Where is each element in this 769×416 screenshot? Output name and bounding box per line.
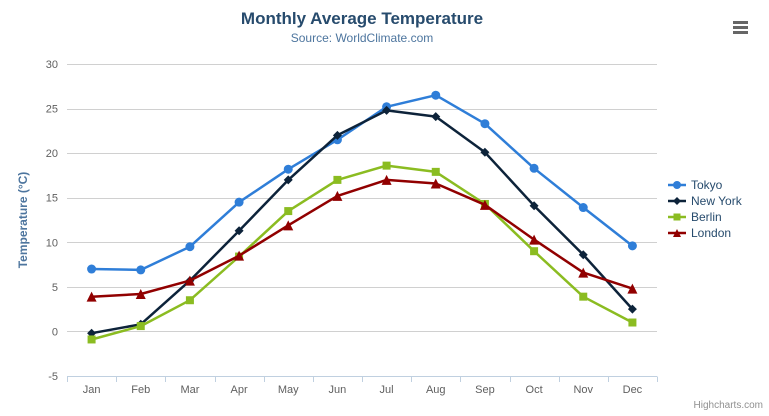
circle-marker-icon bbox=[668, 181, 686, 189]
data-point-tokyo-may[interactable] bbox=[283, 164, 293, 174]
series-line-berlin bbox=[90, 164, 634, 341]
legend-item-tokyo[interactable]: Tokyo bbox=[668, 177, 742, 193]
x-axis-label-nov: Nov bbox=[573, 384, 593, 396]
data-point-tokyo-mar[interactable] bbox=[185, 242, 195, 252]
data-point-london-jan[interactable] bbox=[86, 291, 97, 302]
x-axis-label-jun: Jun bbox=[329, 384, 347, 396]
data-point-berlin-mar[interactable] bbox=[185, 296, 194, 305]
data-point-london-sep[interactable] bbox=[479, 199, 490, 210]
data-point-london-dec[interactable] bbox=[627, 283, 638, 294]
data-point-new-york-jul[interactable] bbox=[382, 105, 392, 115]
data-point-new-york-apr[interactable] bbox=[234, 226, 244, 236]
data-point-berlin-jan[interactable] bbox=[87, 335, 96, 344]
data-point-new-york-nov[interactable] bbox=[578, 250, 588, 260]
data-point-berlin-aug[interactable] bbox=[431, 167, 440, 176]
data-point-london-mar[interactable] bbox=[184, 275, 195, 286]
y-axis-label--5: -5 bbox=[48, 371, 58, 383]
data-point-tokyo-nov[interactable] bbox=[578, 203, 588, 213]
data-point-berlin-feb[interactable] bbox=[136, 322, 145, 331]
x-axis-label-dec: Dec bbox=[623, 384, 643, 396]
data-point-london-aug[interactable] bbox=[430, 178, 441, 189]
y-axis-label-20: 20 bbox=[46, 148, 58, 160]
data-point-tokyo-jan[interactable] bbox=[87, 264, 97, 274]
data-point-london-jul[interactable] bbox=[381, 174, 392, 185]
chart-title: Monthly Average Temperature bbox=[240, 9, 484, 28]
y-axis-label-25: 25 bbox=[46, 104, 58, 116]
y-axis-label-30: 30 bbox=[46, 59, 58, 71]
y-axis-label-5: 5 bbox=[52, 282, 58, 294]
legend-item-london[interactable]: London bbox=[668, 225, 742, 241]
data-point-new-york-jun[interactable] bbox=[332, 130, 342, 140]
series-line-tokyo bbox=[90, 93, 634, 272]
legend-item-label: New York bbox=[691, 194, 742, 208]
x-axis-label-aug: Aug bbox=[426, 384, 446, 396]
export-menu-button[interactable] bbox=[732, 20, 749, 37]
x-axis-label-sep: Sep bbox=[475, 384, 495, 396]
chart-subtitle: Source: WorldClimate.com bbox=[290, 31, 434, 45]
data-point-new-york-may[interactable] bbox=[283, 175, 293, 185]
data-point-berlin-dec[interactable] bbox=[628, 318, 637, 327]
x-axis-label-may: May bbox=[278, 384, 299, 396]
x-axis-label-oct: Oct bbox=[526, 384, 543, 396]
triangle-marker-icon bbox=[668, 229, 686, 237]
y-axis-label-10: 10 bbox=[46, 237, 58, 249]
legend-item-label: Berlin bbox=[691, 210, 722, 224]
legend-item-label: London bbox=[691, 226, 732, 240]
series-new-york bbox=[87, 105, 637, 338]
data-point-tokyo-sep[interactable] bbox=[480, 119, 490, 129]
x-axis-label-jan: Jan bbox=[83, 384, 101, 396]
series-line-london bbox=[90, 178, 634, 298]
x-axis-label-mar: Mar bbox=[180, 384, 199, 396]
data-point-berlin-jun[interactable] bbox=[333, 175, 342, 184]
data-point-tokyo-dec[interactable] bbox=[627, 241, 637, 251]
data-point-berlin-may[interactable] bbox=[284, 207, 293, 216]
data-point-london-feb[interactable] bbox=[135, 288, 146, 299]
y-axis-title: Temperature (°C) bbox=[16, 172, 30, 269]
legend-item-label: Tokyo bbox=[691, 178, 723, 192]
data-point-new-york-dec[interactable] bbox=[627, 304, 637, 314]
diamond-marker-icon bbox=[668, 197, 686, 205]
data-point-berlin-nov[interactable] bbox=[579, 292, 588, 301]
data-point-tokyo-feb[interactable] bbox=[136, 265, 146, 275]
data-point-london-nov[interactable] bbox=[578, 267, 589, 278]
y-axis-label-0: 0 bbox=[52, 326, 58, 338]
legend: Tokyo New York Berlin London bbox=[668, 177, 742, 241]
data-point-berlin-oct[interactable] bbox=[530, 247, 539, 256]
series-line-new-york bbox=[90, 109, 634, 335]
data-point-london-oct[interactable] bbox=[529, 234, 540, 245]
data-point-tokyo-aug[interactable] bbox=[431, 90, 441, 100]
hamburger-icon bbox=[733, 21, 748, 34]
data-point-new-york-oct[interactable] bbox=[529, 201, 539, 211]
x-axis-label-jul: Jul bbox=[380, 384, 394, 396]
data-point-tokyo-apr[interactable] bbox=[234, 197, 244, 207]
square-marker-icon bbox=[668, 213, 686, 221]
data-point-tokyo-oct[interactable] bbox=[529, 163, 539, 173]
data-point-berlin-jul[interactable] bbox=[382, 161, 391, 170]
data-point-london-jun[interactable] bbox=[332, 190, 343, 201]
x-axis-label-apr: Apr bbox=[231, 384, 248, 396]
legend-item-new-york[interactable]: New York bbox=[668, 193, 742, 209]
x-axis-label-feb: Feb bbox=[131, 384, 150, 396]
series-london bbox=[86, 174, 638, 302]
data-point-london-apr[interactable] bbox=[234, 250, 245, 261]
credits-link[interactable]: Highcharts.com bbox=[693, 400, 763, 411]
y-axis-label-15: 15 bbox=[46, 193, 58, 205]
data-point-new-york-sep[interactable] bbox=[480, 147, 490, 157]
data-point-london-may[interactable] bbox=[283, 220, 294, 231]
series-tokyo bbox=[87, 90, 637, 275]
legend-item-berlin[interactable]: Berlin bbox=[668, 209, 742, 225]
data-point-new-york-aug[interactable] bbox=[431, 112, 441, 122]
